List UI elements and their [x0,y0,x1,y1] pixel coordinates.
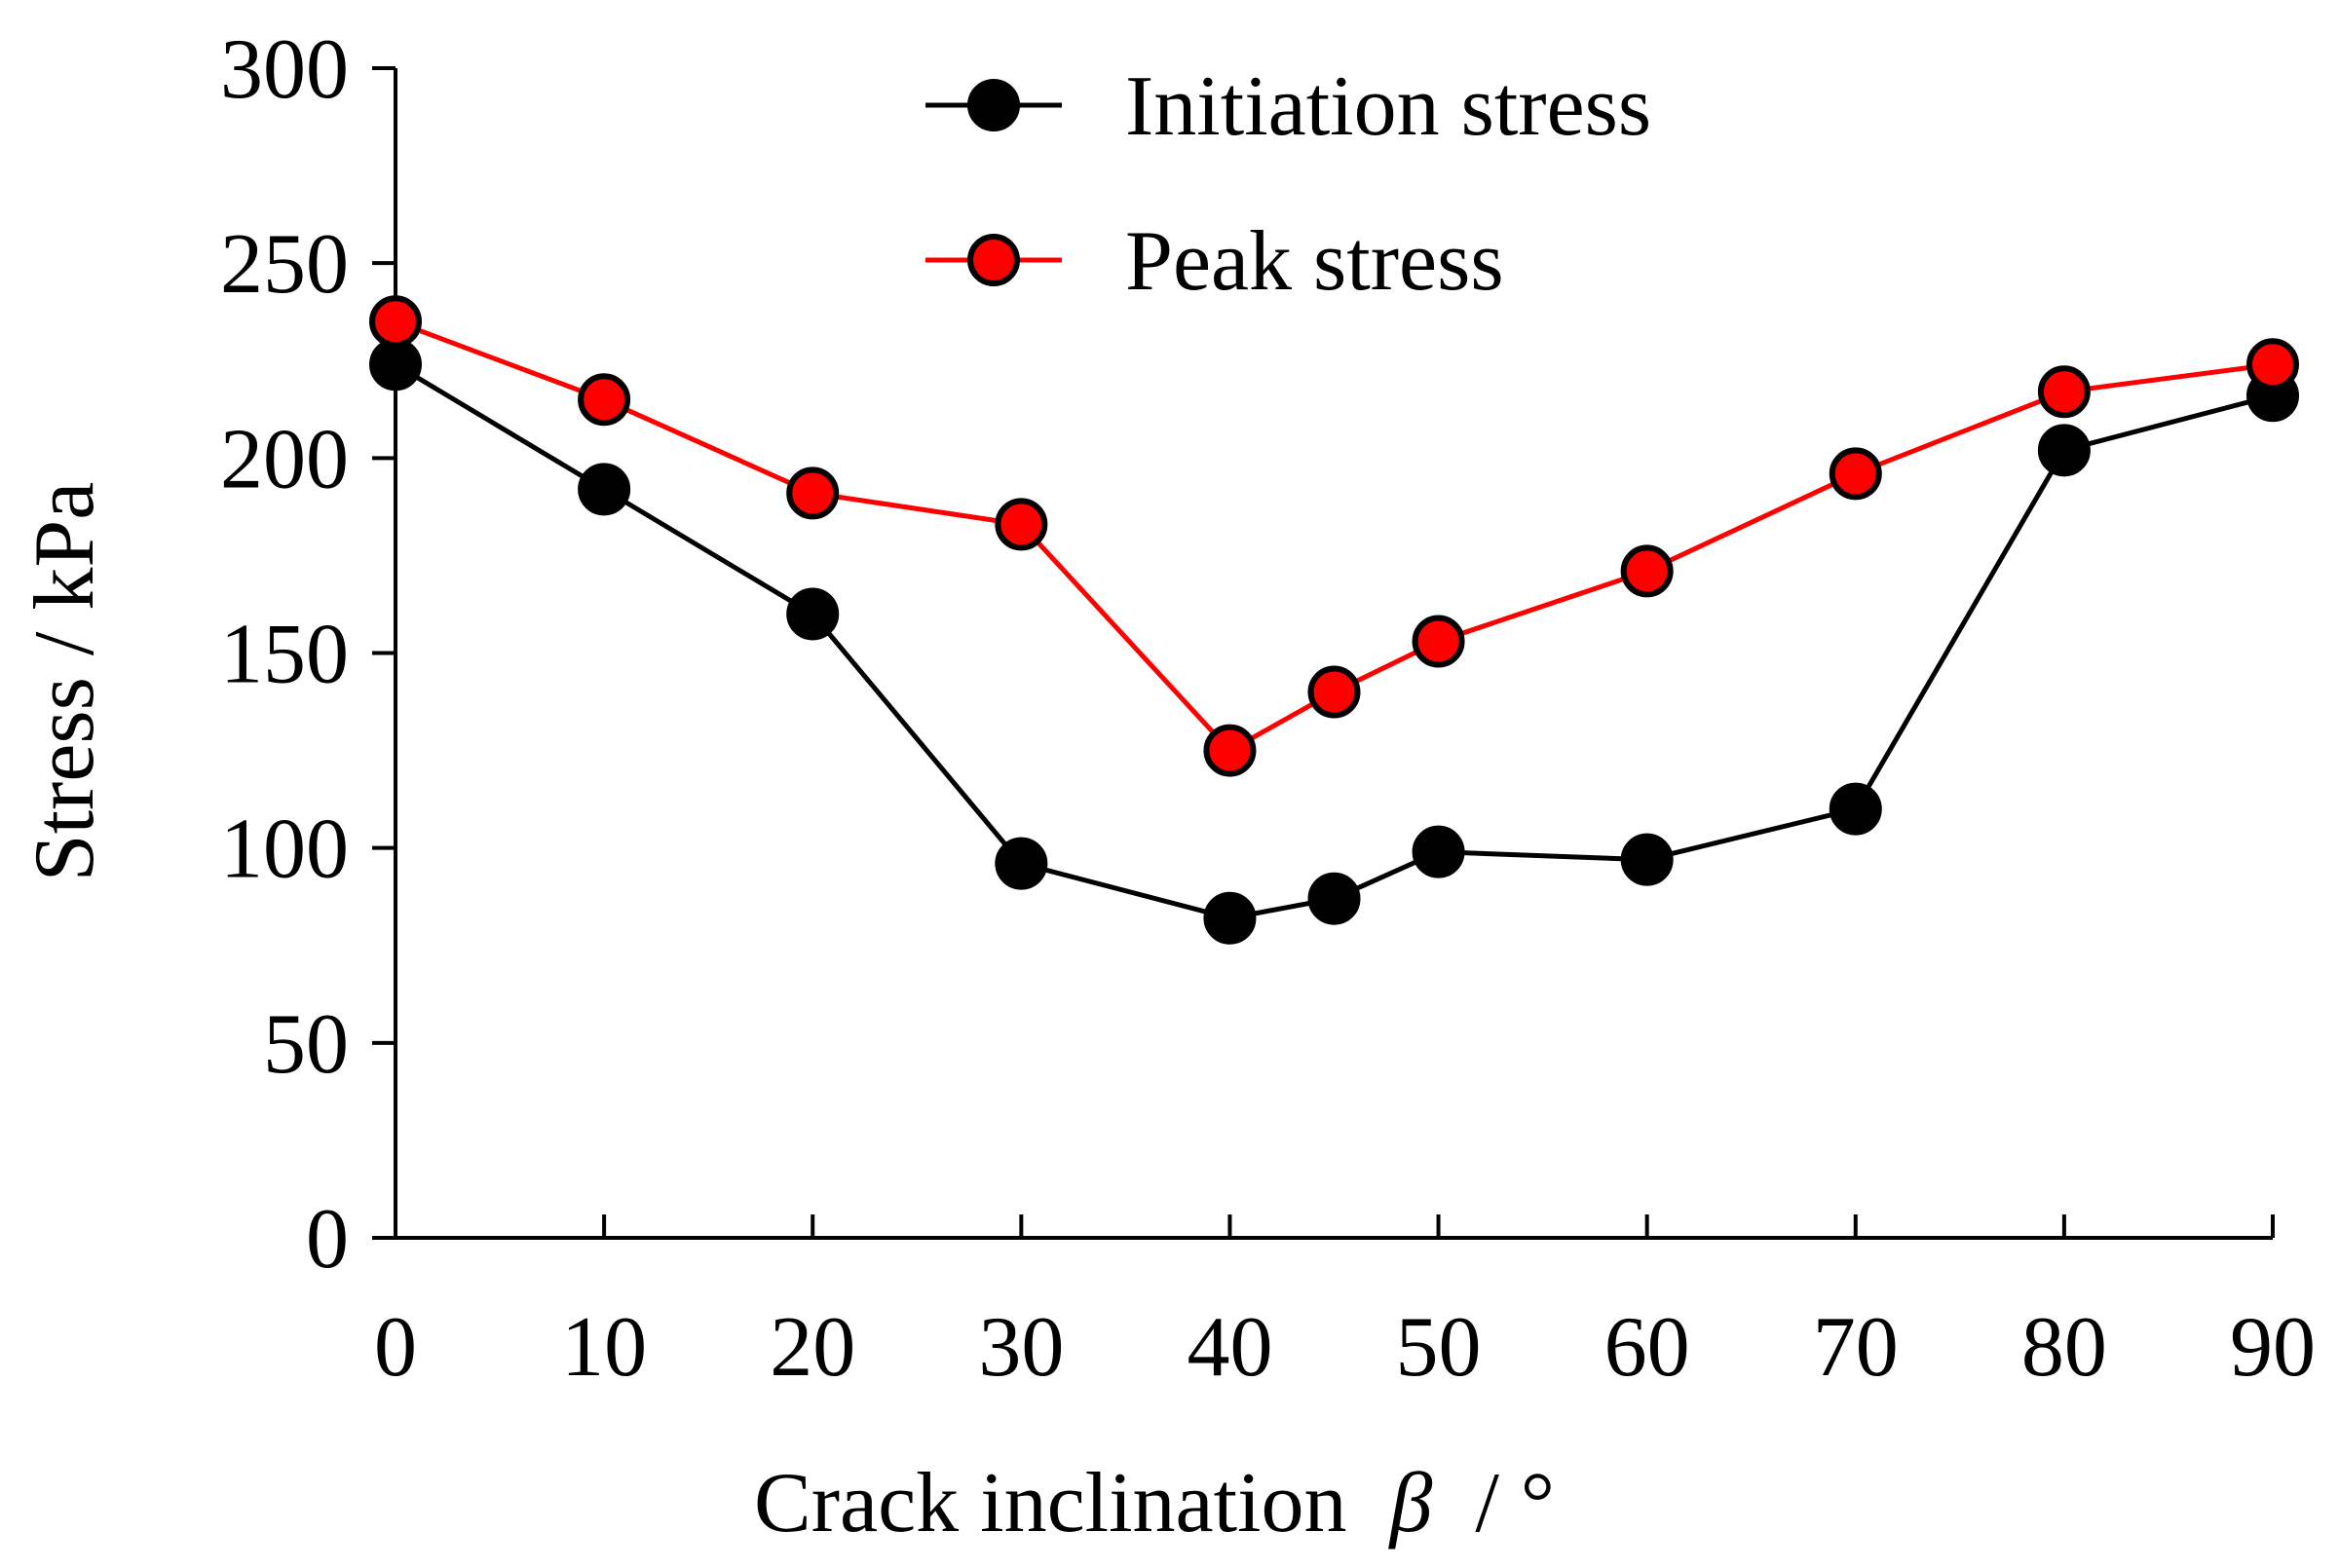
x-tick-label: 50 [1396,1300,1482,1395]
data-point-peak-stress [1203,724,1257,777]
legend: Initiation stress Peak stress [925,59,1651,309]
x-axis-title: Crack inclination β / ° [754,1456,1555,1550]
legend-label: Peak stress [1125,214,1504,309]
data-point-peak-stress [786,467,840,520]
data-point-peak-stress [369,295,422,349]
data-point-peak-stress [2246,338,2299,392]
x-tick-label: 90 [2230,1300,2316,1395]
legend-item-peak-stress: Peak stress [925,214,1504,309]
x-tick-label: 20 [770,1300,855,1395]
y-tick-label: 300 [220,22,349,117]
data-point-peak-stress [1829,447,1882,501]
data-point-peak-stress [995,498,1048,551]
data-point-initiation-stress [578,463,631,516]
legend-marker [967,234,1020,286]
data-point-initiation-stress [1203,891,1257,945]
x-tick-label: 10 [561,1300,647,1395]
data-point-peak-stress [2037,365,2091,419]
data-point-initiation-stress [786,587,840,641]
data-point-peak-stress [578,373,631,427]
data-point-peak-stress [1307,665,1361,719]
legend-item-initiation-stress: Initiation stress [925,59,1651,154]
x-axis-title-label: Crack inclination [754,1456,1346,1550]
y-tick-label: 250 [220,217,349,312]
data-point-initiation-stress [369,338,422,392]
x-tick-label: 60 [1604,1300,1690,1395]
series-initiation-stress [369,338,2299,945]
y-tick-label: 150 [220,608,349,702]
x-axis-title-symbol: β [1388,1456,1433,1550]
x-axis-title-unit: / ° [1475,1456,1555,1550]
x-tick-label: 70 [1813,1300,1899,1395]
x-tick-label: 0 [374,1300,417,1395]
data-point-initiation-stress [1412,825,1465,878]
data-point-initiation-stress [2037,424,2091,477]
x-tick-label: 40 [1187,1300,1272,1395]
axes: 0 50 100 150 200 250 300 0 10 20 30 40 50 60 70 80 90 [220,22,2316,1395]
data-point-peak-stress [1620,544,1674,598]
data-point-initiation-stress [1620,833,1674,886]
data-point-initiation-stress [995,837,1048,890]
legend-label: Initiation stress [1125,59,1651,154]
x-tick-label: 30 [978,1300,1064,1395]
x-tick-label: 80 [2021,1300,2107,1395]
data-point-initiation-stress [1307,872,1361,925]
series-line-initiation-stress [394,362,2274,921]
y-tick-label: 0 [306,1192,349,1287]
legend-marker [967,79,1020,131]
y-tick-label: 50 [263,997,349,1092]
y-tick-label: 100 [220,803,349,897]
series-peak-stress [369,295,2299,777]
y-axis-title: Stress / kPa [18,482,112,882]
y-tick-label: 200 [220,412,349,506]
data-point-initiation-stress [1829,782,1882,836]
series-layer [369,295,2299,945]
data-point-peak-stress [1412,615,1465,668]
